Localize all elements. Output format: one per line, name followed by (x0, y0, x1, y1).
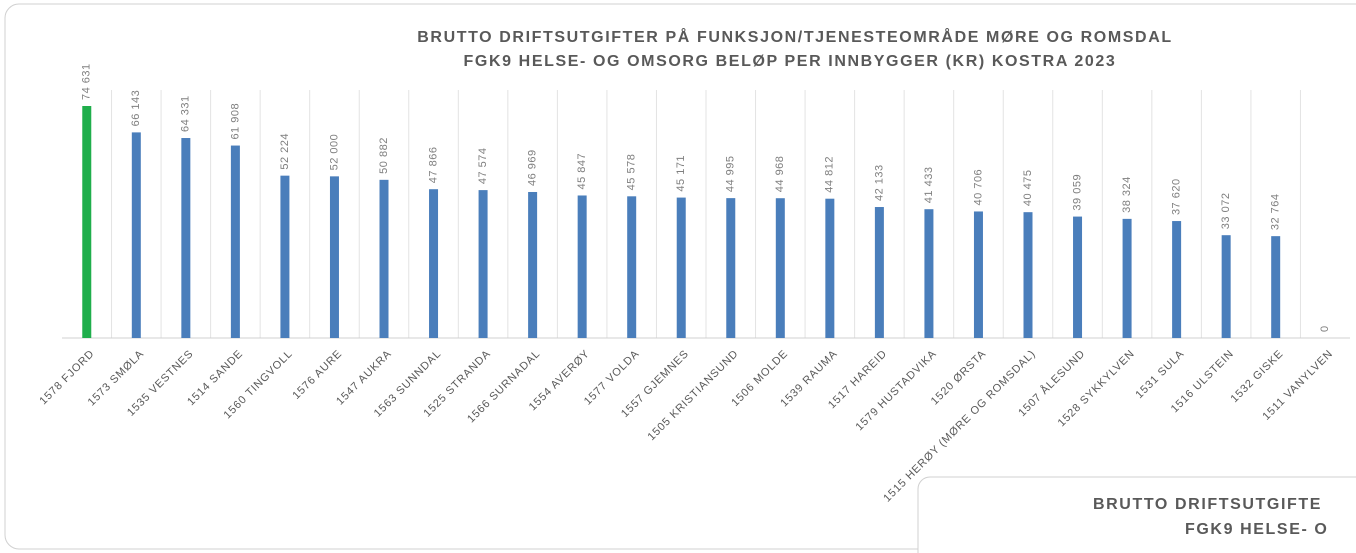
bar (1172, 221, 1182, 338)
value-label: 42 133 (873, 164, 885, 201)
bar (577, 195, 587, 338)
bar (1271, 236, 1281, 338)
inset-panel (917, 476, 1356, 553)
bar (1221, 235, 1231, 338)
bar (1073, 216, 1083, 338)
bar (478, 190, 488, 338)
value-label: 41 433 (923, 167, 935, 204)
bar (726, 198, 736, 338)
value-label: 38 324 (1121, 176, 1133, 213)
bar (924, 209, 934, 338)
value-label: 0 (1319, 325, 1331, 332)
bar (1122, 218, 1132, 338)
bar (775, 198, 785, 338)
chart-title: BRUTTO DRIFTSUTGIFTER PÅ FUNKSJON/TJENES… (417, 27, 1172, 46)
chart-subtitle: FGK9 HELSE- OG OMSORG BELØP PER INNBYGGE… (464, 53, 1117, 70)
value-label: 46 969 (527, 149, 539, 186)
bar (82, 106, 92, 338)
value-label: 64 331 (180, 95, 192, 132)
value-label: 45 171 (675, 155, 687, 192)
bar (131, 132, 141, 338)
value-label: 45 847 (576, 153, 588, 190)
value-label: 74 631 (81, 63, 93, 100)
bar (181, 138, 191, 338)
value-label: 50 882 (378, 137, 390, 174)
bar (280, 175, 290, 338)
value-label: 45 578 (626, 154, 638, 191)
inset-subtitle: FGK9 HELSE- O (1185, 521, 1328, 538)
value-label: 47 866 (427, 147, 439, 184)
value-label: 66 143 (130, 90, 142, 127)
value-label: 40 706 (972, 169, 984, 206)
bar (379, 179, 389, 338)
value-label: 44 812 (824, 156, 836, 193)
value-label: 44 995 (725, 155, 737, 192)
value-label: 52 000 (328, 134, 340, 171)
bar (1023, 212, 1033, 338)
value-label: 61 908 (229, 103, 241, 140)
bar (329, 176, 339, 338)
bar (429, 189, 439, 338)
value-label: 47 574 (477, 147, 489, 184)
inset-title: BRUTTO DRIFTSUTGIFTE (1093, 496, 1322, 513)
bar (874, 207, 884, 338)
value-label: 32 764 (1270, 193, 1282, 230)
bar (627, 196, 637, 338)
value-label: 33 072 (1220, 193, 1232, 230)
value-label: 40 475 (1022, 170, 1034, 207)
value-label: 39 059 (1071, 174, 1083, 211)
bar (528, 191, 538, 338)
bar (825, 198, 835, 338)
value-label: 44 968 (774, 156, 786, 193)
bar (973, 211, 983, 338)
bar (230, 145, 240, 338)
value-label: 37 620 (1171, 178, 1183, 215)
value-label: 52 224 (279, 133, 291, 170)
bar (676, 197, 686, 338)
